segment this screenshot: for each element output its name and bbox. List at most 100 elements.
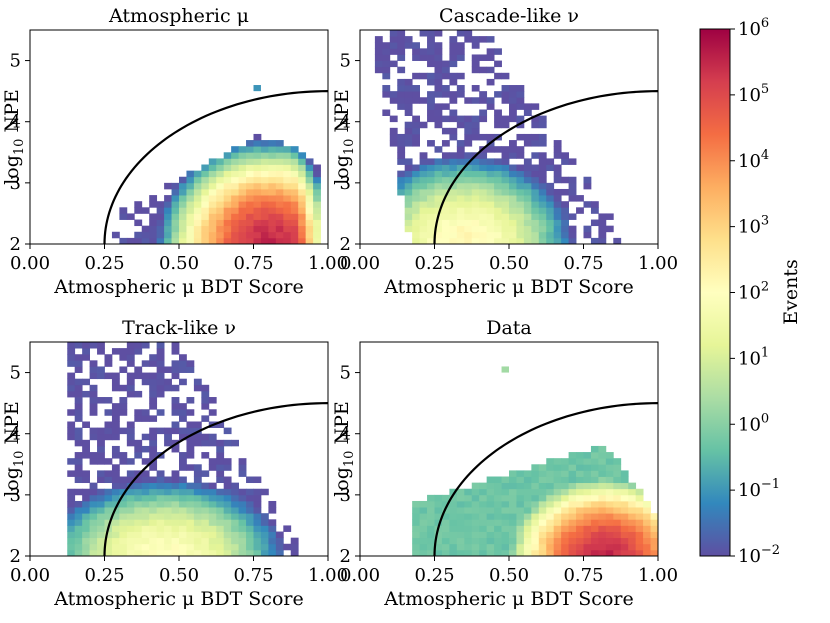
y-tick-label: 2: [340, 234, 351, 255]
heatmap-cell: [568, 182, 577, 190]
heatmap-cell: [223, 476, 232, 484]
heatmap-cell: [74, 378, 83, 386]
heatmap-cell: [538, 170, 547, 178]
heatmap-cell: [620, 549, 629, 556]
heatmap-cell: [156, 513, 165, 520]
heatmap-cell: [141, 372, 150, 380]
heatmap-cell: [246, 213, 254, 220]
heatmap-cell: [397, 66, 406, 74]
heatmap-cell: [260, 182, 269, 190]
heatmap-cell: [538, 219, 547, 227]
x-tick-label: 0.00: [340, 565, 380, 586]
heatmap-cell: [74, 476, 83, 484]
heatmap-cell: [419, 97, 428, 104]
heatmap-cell: [568, 513, 577, 520]
heatmap-cell: [509, 494, 517, 502]
heatmap-cell: [486, 476, 495, 484]
heatmap-cell: [231, 525, 239, 532]
heatmap-cell: [275, 182, 284, 190]
heatmap-cell: [223, 513, 232, 520]
heatmap-cell: [501, 231, 510, 239]
heatmap-cell: [134, 494, 143, 502]
heatmap-cell: [464, 488, 473, 496]
heatmap-cell: [104, 397, 113, 404]
heatmap-cell: [253, 219, 262, 227]
heatmap-cell: [501, 115, 510, 123]
heatmap-cell: [223, 176, 232, 184]
heatmap-cell: [89, 488, 98, 496]
heatmap-cell: [164, 543, 172, 551]
heatmap-cell: [216, 452, 225, 459]
heatmap-cell: [427, 207, 435, 214]
heatmap-cell: [479, 201, 488, 208]
heatmap-cell: [464, 30, 473, 37]
heatmap-cell: [134, 207, 143, 214]
heatmap-cell: [179, 237, 187, 244]
heatmap-cell: [434, 121, 443, 129]
heatmap-cell: [494, 195, 502, 202]
heatmap-cell: [434, 531, 443, 539]
heatmap-cell: [164, 378, 172, 386]
heatmap-cell: [449, 152, 458, 159]
heatmap-cell: [509, 164, 517, 172]
heatmap-cell: [201, 537, 210, 545]
heatmap-cell: [149, 525, 158, 532]
heatmap-cell: [216, 231, 225, 239]
heatmap-cell: [516, 97, 525, 104]
heatmap-cell: [605, 531, 614, 539]
heatmap-cell: [464, 152, 473, 159]
heatmap-cell: [464, 36, 473, 43]
heatmap-cell: [156, 342, 165, 349]
x-tick-label: 1.00: [638, 253, 678, 274]
heatmap-cell: [74, 537, 83, 545]
heatmap-cell: [501, 476, 510, 484]
heatmap-cell: [479, 176, 488, 184]
heatmap-cell: [156, 427, 165, 435]
heatmap-cell: [193, 433, 202, 441]
heatmap-cell: [531, 164, 540, 172]
heatmap-cell: [149, 433, 158, 441]
heatmap-cell: [141, 225, 150, 233]
heatmap-cell: [97, 342, 105, 349]
heatmap-cell: [471, 54, 480, 61]
heatmap-cell: [486, 549, 495, 556]
heatmap-cell: [253, 513, 262, 520]
heatmap-cell: [238, 146, 247, 153]
heatmap-cell: [223, 494, 232, 502]
heatmap-cell: [171, 188, 180, 196]
heatmap-cell: [141, 433, 150, 441]
heatmap-cell: [427, 219, 435, 227]
heatmap-cell: [509, 531, 517, 539]
heatmap-cell: [531, 237, 540, 244]
heatmap-cell: [104, 421, 113, 428]
heatmap-cell: [434, 494, 443, 502]
heatmap-cell: [149, 452, 158, 459]
heatmap-cell: [404, 78, 413, 86]
heatmap-cell: [179, 452, 187, 459]
heatmap-cell: [464, 543, 473, 551]
heatmap-cell: [179, 482, 187, 490]
heatmap-cell: [186, 176, 195, 184]
heatmap-cell: [501, 507, 510, 514]
heatmap-cell: [501, 195, 510, 202]
heatmap-cell: [456, 525, 465, 532]
heatmap-cell: [171, 476, 180, 484]
panel-title: Atmospheric μ: [108, 5, 249, 27]
heatmap-cell: [561, 152, 569, 159]
y-tick-label: 3: [340, 485, 351, 506]
heatmap-cell: [89, 549, 98, 556]
heatmap-cell: [441, 231, 450, 239]
heatmap-cell: [598, 464, 607, 471]
colorbar-label: Events: [780, 259, 802, 324]
heatmap-cell: [576, 458, 584, 465]
heatmap-cell: [427, 42, 435, 49]
heatmap-cell: [509, 91, 517, 98]
heatmap-cell: [382, 72, 391, 80]
heatmap-cell: [156, 213, 165, 220]
heatmap-cell: [538, 476, 547, 484]
heatmap-cell: [590, 237, 599, 244]
heatmap-cell: [412, 525, 420, 532]
heatmap-cell: [89, 531, 98, 539]
heatmap-cell: [434, 537, 443, 545]
heatmap-cell: [568, 549, 577, 556]
